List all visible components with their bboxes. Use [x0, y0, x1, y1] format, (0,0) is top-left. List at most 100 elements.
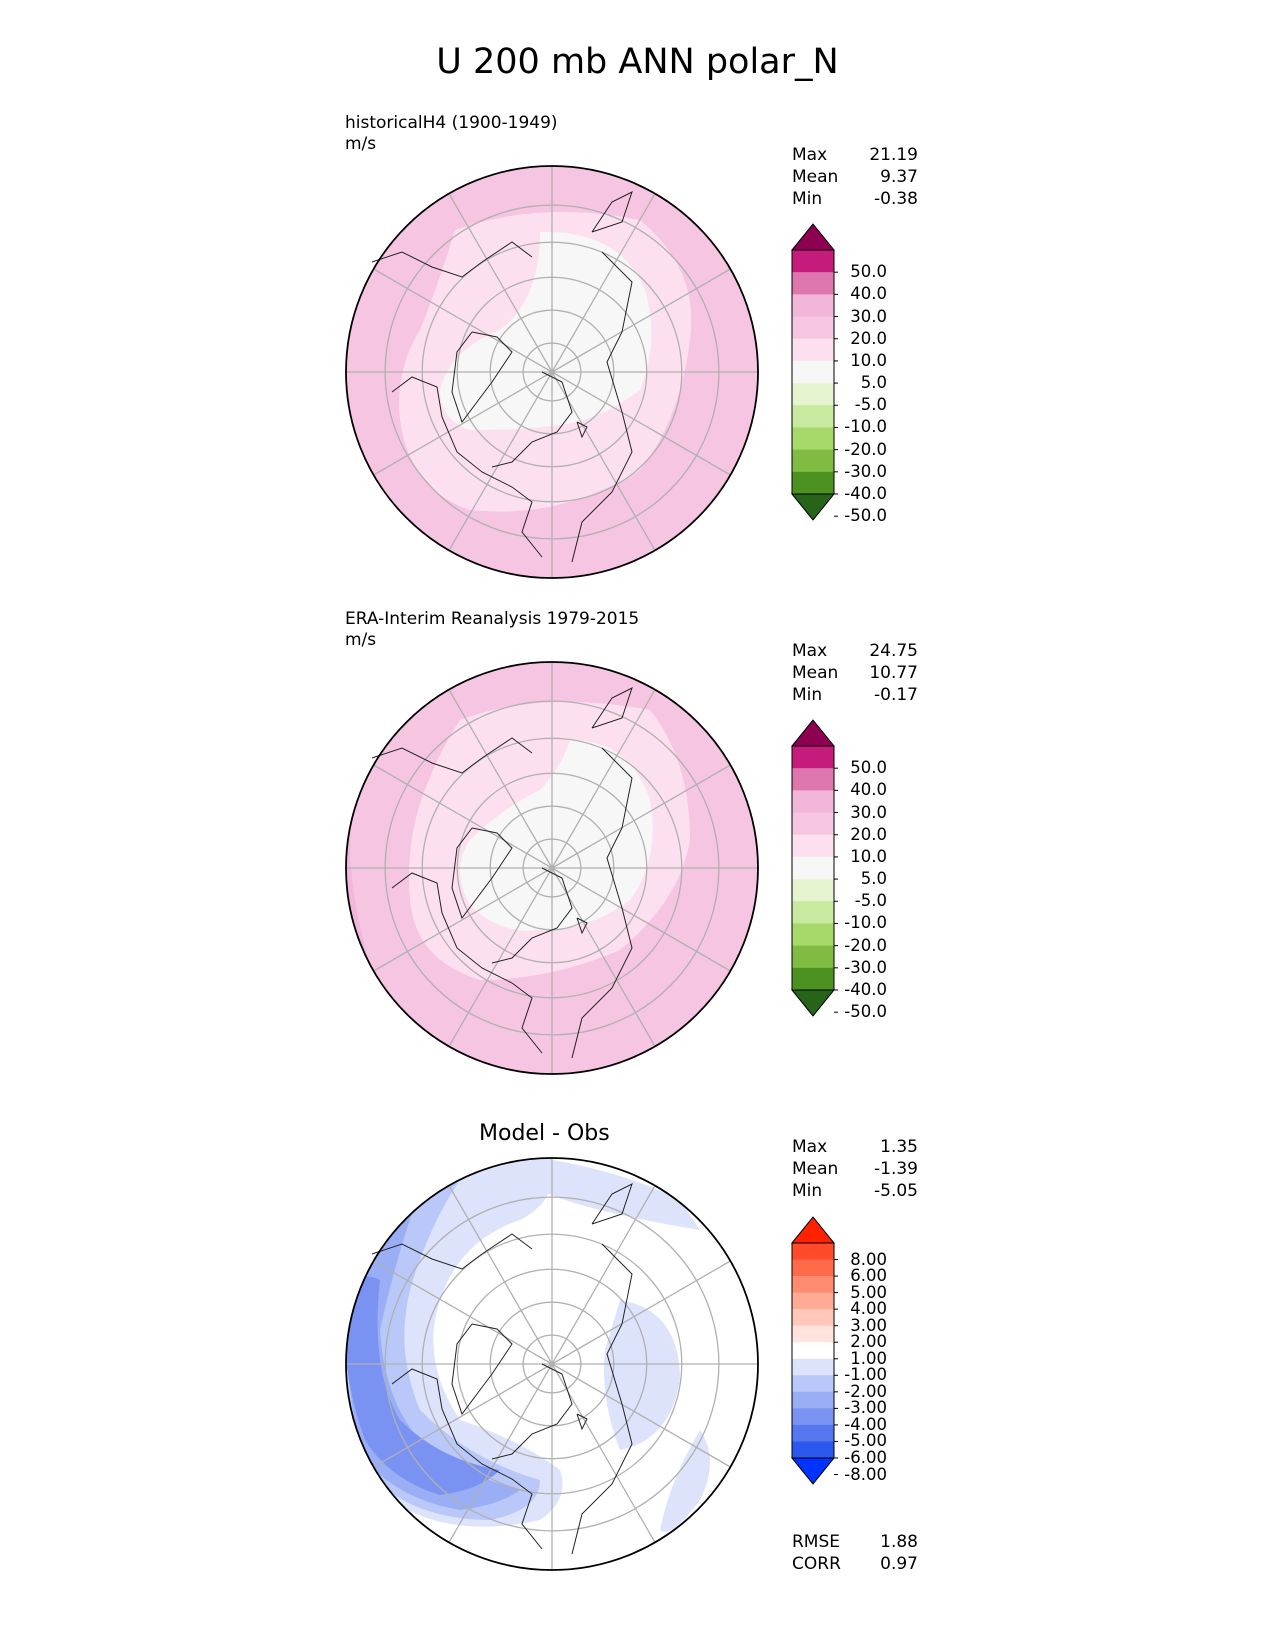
stat-min-label: Min	[792, 189, 823, 209]
meridian-line	[551, 1363, 731, 1468]
stat-mean-value: 9.37	[880, 167, 918, 187]
stat-rmse-value: 1.88	[880, 1532, 918, 1552]
colorbar-segment	[792, 471, 834, 495]
panel-ref-title: ERA-Interim Reanalysis 1979-2015	[345, 609, 640, 629]
coastline	[591, 687, 633, 729]
meridian-line	[551, 371, 656, 551]
colorbar-segment	[792, 1259, 834, 1277]
colorbar-segment	[792, 1309, 834, 1327]
stat-max-value: 21.19	[869, 145, 918, 165]
colorbar-outline	[791, 1242, 835, 1459]
colorbar-segment	[792, 945, 834, 969]
colorbar-tick-label: -50.0	[844, 1002, 887, 1022]
panel-ref-title-block: ERA-Interim Reanalysis 1979-2015 m/s	[345, 609, 639, 651]
colorbar-tick-label: -10.0	[844, 417, 887, 437]
colorbar-segment	[792, 383, 834, 406]
panel-ref-units: m/s	[345, 630, 377, 650]
colorbar-tick-label: 30.0	[850, 802, 887, 822]
stat-min-value: -0.38	[874, 189, 918, 209]
colorbar-segment	[792, 1375, 834, 1393]
stat-mean-label: Mean	[792, 663, 839, 683]
stat-max-label: Max	[792, 145, 828, 165]
meridian-line	[551, 867, 731, 972]
diff-band-minus4	[346, 1276, 500, 1495]
colorbar-segment	[792, 901, 834, 925]
coastline	[591, 191, 633, 233]
coastline	[451, 827, 513, 920]
colorbar-tick-label: 10.0	[850, 350, 887, 370]
coastline	[576, 1413, 588, 1431]
stat-max-value: 24.75	[869, 641, 918, 661]
colorbar-outline	[791, 249, 835, 495]
colorbar-segment	[792, 1441, 834, 1459]
meridian-line	[551, 371, 731, 476]
colorbar-outline	[791, 745, 835, 991]
colorbar-segment	[792, 812, 834, 836]
panel-test-units: m/s	[345, 134, 377, 154]
meridian-line	[373, 268, 553, 373]
colorbar-tick-label: 2.00	[850, 1332, 887, 1352]
colorbar-tick-label: 40.0	[850, 284, 887, 304]
colorbar-segment	[792, 272, 834, 295]
meridian-line	[448, 371, 553, 551]
colorbar-segment	[792, 338, 834, 362]
colorbars	[790, 223, 838, 1485]
panel-ref-stats: Max 24.75 Mean 10.77 Min -0.17	[792, 640, 918, 706]
stat-max-label: Max	[792, 1137, 828, 1157]
colorbar-tick-label: -4.00	[844, 1414, 887, 1434]
meridian-line	[448, 1363, 553, 1543]
colorbar-segment	[792, 1325, 834, 1343]
panel-diff-scores: RMSE 1.88 CORR 0.97	[792, 1531, 918, 1575]
meridian-line	[448, 689, 553, 869]
stat-corr-label: CORR	[792, 1554, 841, 1574]
colorbar-tick-label: 30.0	[850, 306, 887, 326]
panel-diff-stats: Max 1.35 Mean -1.39 Min -5.05	[792, 1136, 918, 1202]
stat-mean-label: Mean	[792, 167, 839, 187]
colorbar-tick-label: 5.00	[850, 1282, 887, 1302]
colorbar-segment	[792, 1358, 834, 1376]
colorbar-tick-label: 1.00	[850, 1348, 887, 1368]
map-frame-1	[345, 661, 759, 1075]
colorbar-extend-min	[790, 1457, 836, 1485]
meridian-line	[551, 689, 656, 869]
colorbar-tick-label: -40.0	[844, 980, 887, 999]
colorbar-tick-label: -5.0	[854, 395, 887, 415]
meridian-line	[551, 1260, 731, 1365]
meridian-line	[551, 268, 731, 373]
coastline	[571, 747, 633, 1059]
colorbar-extend-min	[790, 493, 836, 521]
coastline	[391, 376, 543, 558]
coastline	[576, 917, 588, 935]
map-frame-0	[345, 165, 759, 579]
colorbar-segment	[792, 294, 834, 318]
colorbar-segment	[792, 250, 834, 273]
stat-max-label: Max	[792, 641, 828, 661]
colorbar-tick-label: -5.00	[844, 1431, 887, 1451]
colorbar-segment	[792, 746, 834, 769]
map-border	[345, 165, 759, 579]
colorbar-tick-label: -2.00	[844, 1381, 887, 1401]
colorbar-segment	[792, 790, 834, 814]
colorbar-tick-label: -1.00	[844, 1365, 887, 1385]
coastline	[571, 1243, 633, 1555]
meridian-line	[551, 867, 656, 1047]
map-overlays	[345, 165, 759, 1571]
map-border	[345, 661, 759, 1075]
coastline	[371, 241, 533, 278]
colorbar-segment	[792, 1243, 834, 1261]
colorbar-segment	[792, 834, 834, 858]
colorbar-tick-label: 10.0	[850, 846, 887, 866]
colorbar-tick-label: 4.00	[850, 1299, 887, 1319]
coastline	[451, 331, 513, 424]
colorbar-tick-label: 40.0	[850, 780, 887, 800]
colorbar-tick-label: -8.00	[844, 1464, 887, 1484]
stat-max-value: 1.35	[880, 1137, 918, 1157]
meridian-line	[448, 1185, 553, 1365]
meridian-line	[373, 371, 553, 476]
stat-mean-value: -1.39	[874, 1159, 918, 1179]
coastline	[491, 867, 573, 964]
colorbar-tick-label: -10.0	[844, 913, 887, 933]
diff-band-minus1-east	[604, 1300, 680, 1450]
colorbar-segment	[792, 427, 834, 451]
